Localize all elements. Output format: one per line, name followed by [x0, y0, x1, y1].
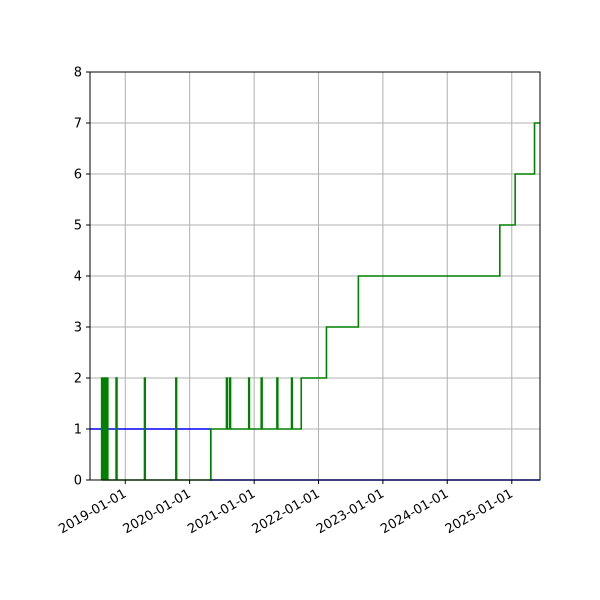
y-tick-label: 3	[74, 321, 82, 336]
y-tick-label: 0	[74, 474, 82, 489]
y-tick-label: 6	[74, 168, 82, 183]
y-tick-label: 7	[74, 117, 82, 132]
y-tick-label: 5	[74, 219, 82, 234]
y-tick-label: 2	[74, 372, 82, 387]
y-tick-label: 4	[74, 270, 82, 285]
y-tick-label: 8	[74, 66, 82, 81]
y-tick-label: 1	[74, 423, 82, 438]
